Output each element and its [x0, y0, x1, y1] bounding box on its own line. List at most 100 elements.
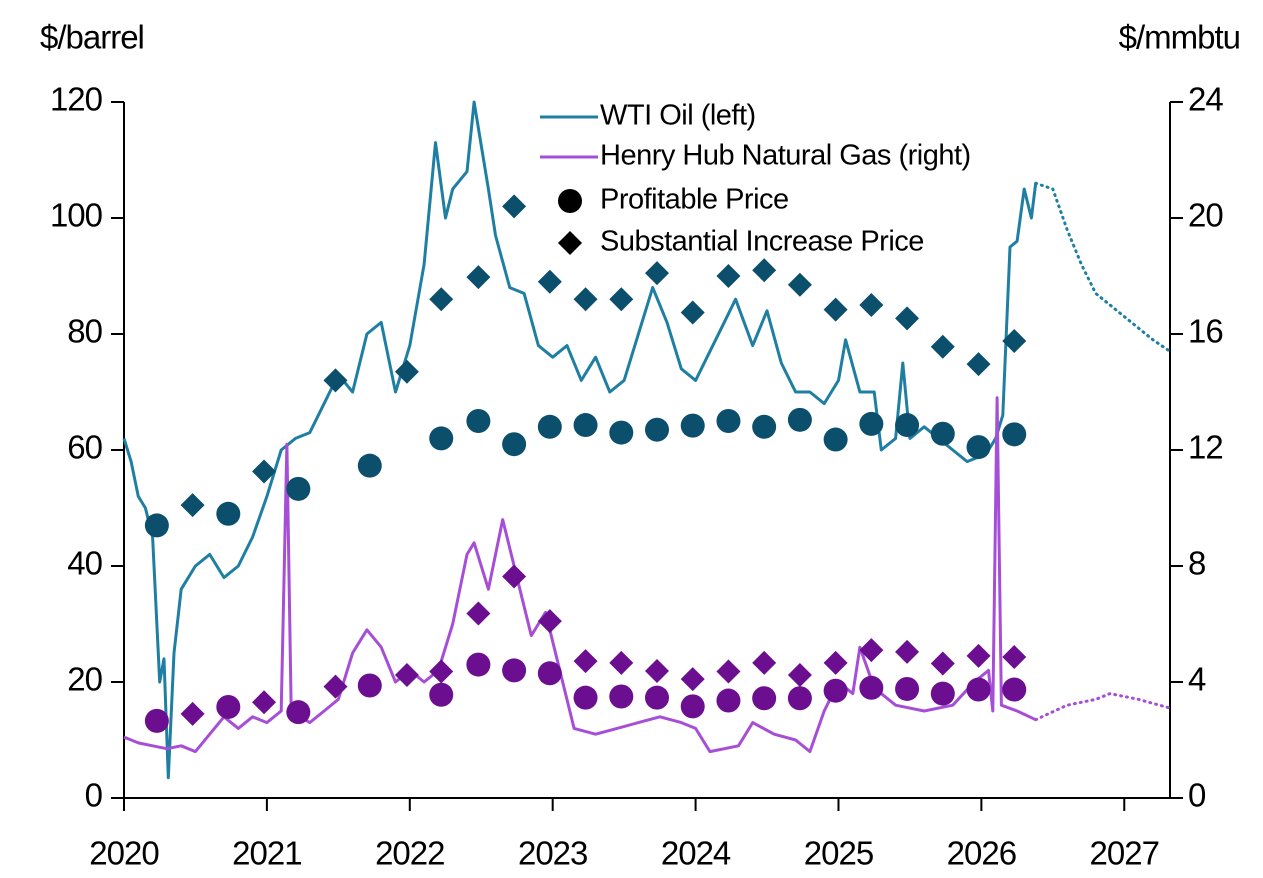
marker-circle	[609, 684, 634, 709]
legend-label: Substantial Increase Price	[600, 226, 924, 258]
legend-marker	[558, 231, 582, 255]
legend-marker	[558, 189, 582, 213]
x-tick-label: 2025	[804, 835, 873, 872]
marker-circle	[895, 676, 920, 701]
forecast-line	[1034, 692, 1172, 722]
marker-circle	[573, 413, 598, 438]
marker-circle	[466, 409, 491, 433]
marker-diamond	[823, 650, 848, 675]
y2-tick-label: 4	[1188, 661, 1206, 698]
marker-diamond	[645, 261, 670, 286]
marker-diamond	[180, 701, 205, 726]
marker-circle	[537, 661, 562, 686]
marker-diamond	[502, 564, 527, 589]
marker-circle	[144, 708, 169, 733]
marker-circle	[1002, 677, 1027, 702]
marker-diamond	[895, 306, 920, 331]
marker-circle	[216, 694, 241, 719]
marker-diamond	[537, 609, 562, 634]
marker-circle	[752, 686, 777, 711]
marker-diamond	[502, 194, 527, 219]
marker-circle	[930, 421, 955, 446]
marker-circle	[573, 685, 598, 710]
marker-diamond	[1002, 328, 1027, 353]
marker-diamond	[716, 264, 741, 288]
marker-diamond	[429, 659, 454, 684]
marker-circle	[645, 417, 670, 442]
series-line	[122, 100, 1038, 780]
marker-diamond	[966, 643, 991, 668]
marker-diamond	[394, 663, 419, 688]
marker-diamond	[394, 359, 419, 384]
marker-circle	[859, 675, 884, 700]
y-tick-label: 20	[67, 661, 102, 698]
y2-tick-label: 24	[1188, 81, 1223, 118]
marker-diamond	[609, 650, 634, 675]
x-tick-label: 2023	[518, 835, 587, 872]
marker-diamond	[429, 287, 454, 312]
forecast-line	[1034, 181, 1172, 353]
y-tick-label: 60	[67, 429, 102, 466]
marker-circle	[357, 673, 382, 698]
marker-circle	[680, 694, 705, 719]
marker-circle	[286, 476, 311, 501]
x-tick-label: 2022	[375, 835, 444, 872]
y-tick-label: 120	[50, 81, 103, 118]
marker-circle	[144, 513, 169, 538]
marker-diamond	[895, 639, 920, 664]
marker-circle	[823, 678, 848, 703]
marker-circle	[502, 658, 527, 683]
marker-circle	[537, 414, 562, 439]
y2-axis-label: $/mmbtu	[1119, 19, 1240, 56]
marker-circle	[429, 426, 454, 451]
y-tick-label: 40	[67, 545, 102, 582]
marker-circle	[286, 700, 311, 725]
marker-diamond	[323, 674, 348, 699]
x-tick-label: 2026	[947, 835, 1016, 872]
marker-diamond	[645, 658, 670, 683]
x-tick-label: 2020	[89, 835, 159, 872]
legend-label: WTI Oil (left)	[600, 100, 756, 132]
marker-diamond	[787, 272, 812, 297]
marker-circle	[216, 501, 241, 526]
marker-diamond	[680, 300, 705, 325]
marker-circle	[645, 685, 670, 710]
legend-label: Henry Hub Natural Gas (right)	[600, 140, 971, 172]
marker-circle	[787, 407, 812, 432]
marker-diamond	[752, 258, 777, 283]
marker-diamond	[466, 265, 491, 290]
y2-tick-label: 20	[1188, 197, 1223, 234]
marker-circle	[680, 413, 705, 438]
marker-circle	[466, 652, 491, 677]
marker-diamond	[930, 334, 955, 359]
marker-diamond	[1002, 645, 1027, 670]
marker-diamond	[609, 287, 634, 312]
marker-circle	[823, 427, 848, 452]
y-axis-label: $/barrel	[40, 19, 144, 56]
y2-tick-label: 0	[1188, 777, 1206, 814]
y2-tick-label: 12	[1188, 429, 1223, 466]
x-tick-label: 2021	[232, 835, 301, 872]
marker-circle	[716, 688, 741, 713]
x-tick-label: 2027	[1090, 835, 1159, 872]
marker-diamond	[859, 638, 884, 663]
marker-diamond	[573, 287, 598, 312]
marker-circle	[716, 409, 741, 433]
marker-diamond	[752, 650, 777, 675]
marker-diamond	[180, 493, 205, 518]
marker-circle	[1002, 422, 1027, 447]
marker-diamond	[573, 649, 598, 674]
marker-diamond	[680, 667, 705, 692]
marker-diamond	[966, 352, 991, 377]
marker-circle	[787, 686, 812, 711]
marker-diamond	[716, 659, 741, 684]
marker-circle	[930, 681, 955, 706]
marker-diamond	[252, 690, 277, 715]
y-tick-label: 100	[50, 197, 103, 234]
marker-circle	[895, 413, 920, 438]
marker-circle	[429, 682, 454, 707]
marker-diamond	[252, 459, 277, 484]
marker-diamond	[537, 269, 562, 294]
marker-diamond	[466, 601, 491, 626]
